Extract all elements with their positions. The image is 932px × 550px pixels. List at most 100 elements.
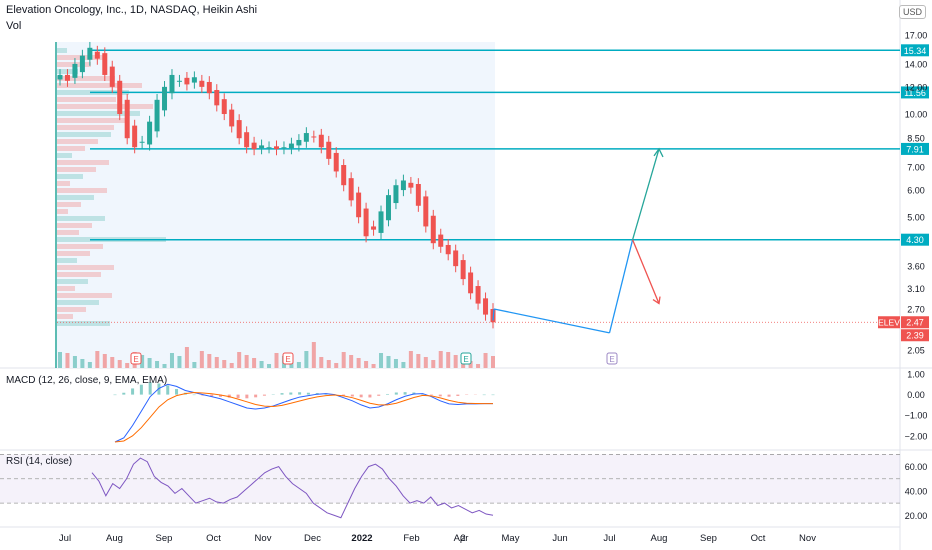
projection-segment (493, 308, 610, 334)
price-tick: 5.00 (907, 213, 925, 223)
macd-histogram-bar (447, 394, 451, 397)
volume-bar (349, 355, 354, 368)
volume-bar (199, 351, 204, 368)
volume-bar (267, 364, 272, 368)
macd-histogram-bar (262, 394, 266, 396)
macd-histogram-bar (148, 382, 152, 395)
volume-profile-bar (57, 272, 101, 277)
volume-bar (155, 361, 160, 368)
macd-histogram-bar (289, 392, 293, 395)
volume-profile-bar (57, 132, 111, 137)
level-price-tag (901, 44, 929, 57)
time-tick: Jul (603, 533, 615, 544)
candle-body (199, 80, 205, 87)
volume-profile-bar (57, 76, 115, 81)
projection-segment (492, 308, 495, 321)
level-price-tag (901, 142, 929, 155)
volume-profile-bar (57, 167, 96, 172)
candle-body (87, 47, 93, 60)
volume-bar (259, 361, 264, 368)
time-tick: 2 (460, 533, 465, 544)
ticker-tag (878, 316, 900, 329)
volume-bar (147, 358, 152, 368)
last-price-tag (901, 316, 929, 329)
volume-bar (222, 360, 227, 368)
price-tick: 2.05 (907, 346, 925, 356)
volume-bar (229, 363, 234, 368)
price-tick: 10.00 (905, 110, 928, 120)
volume-bar (393, 359, 398, 368)
volume-bar (169, 353, 174, 368)
volume-bar (214, 357, 219, 368)
volume-bar (401, 362, 406, 368)
macd-histogram-bar (403, 392, 407, 395)
volume-profile-bar (57, 209, 68, 214)
volume-profile-bar (57, 202, 81, 207)
macd-histogram-bar (350, 394, 354, 397)
candle-body (206, 81, 212, 94)
volume-bar (311, 342, 316, 368)
volume-profile-bar (57, 174, 83, 179)
macd-histogram-bar (236, 394, 240, 399)
price-tick: 8.50 (907, 134, 925, 144)
time-tick: Aug (651, 533, 668, 544)
time-tick: Jun (552, 533, 567, 544)
time-tick: Nov (799, 533, 816, 544)
candle-body (132, 125, 138, 148)
volume-bar (423, 357, 428, 368)
macd-histogram-bar (482, 394, 486, 396)
candle-body (251, 142, 257, 150)
axes: 15.34 11.56 7.91 4.30 ELEV 2.47 2.39 17.00 14.00… (59, 31, 929, 544)
volume-profile-bar (57, 244, 103, 249)
range-highlight (57, 42, 495, 368)
macd-histogram-bar (342, 394, 346, 396)
volume-bar (102, 354, 107, 368)
volume-bar (341, 352, 346, 368)
volume-bar (304, 351, 309, 368)
volume-profile-bar (57, 307, 86, 312)
candle-body (415, 184, 421, 206)
time-tick: Apr (454, 533, 469, 544)
candle-body (147, 121, 153, 145)
volume-bar (431, 360, 436, 368)
time-tick: Jul (59, 533, 71, 544)
time-tick: Nov (255, 533, 272, 544)
time-tick: Sep (156, 533, 173, 544)
rsi-pane (0, 454, 900, 519)
currency-button[interactable]: USD (898, 5, 926, 19)
candle-body (453, 250, 459, 267)
volume-bar (58, 352, 62, 368)
candle-body (57, 74, 63, 80)
candle-body (430, 215, 436, 244)
volume-bar (244, 355, 249, 368)
time-tick: Feb (403, 533, 419, 544)
volume-bar (408, 351, 413, 368)
macd-histogram-bar (192, 394, 196, 396)
candle-body (363, 208, 369, 237)
volume-bar (87, 362, 92, 368)
macd-histogram-bar (166, 385, 170, 395)
macd-histogram-bar (394, 392, 398, 395)
volume-profile-bar (57, 83, 142, 88)
volume-profile-bar (57, 111, 140, 116)
candle-body (72, 63, 78, 78)
candle-body (445, 244, 451, 255)
volume-profile-bar (57, 48, 67, 53)
time-tick: Oct (206, 533, 221, 544)
candle-body (341, 165, 347, 186)
candle-body (326, 141, 332, 159)
volume-profile-bar (57, 286, 75, 291)
volume-bar (438, 351, 443, 368)
volume-profile-bar (57, 153, 72, 158)
candle-body (408, 182, 414, 188)
volume-profile-bar (57, 97, 116, 102)
volume-bar (453, 355, 458, 368)
candle-body (438, 234, 444, 247)
candle-body (154, 99, 160, 132)
volume-bar (237, 352, 242, 368)
time-tick: Dec (304, 533, 321, 544)
volume-bar (296, 362, 301, 368)
projection-up-arrow (631, 148, 660, 240)
